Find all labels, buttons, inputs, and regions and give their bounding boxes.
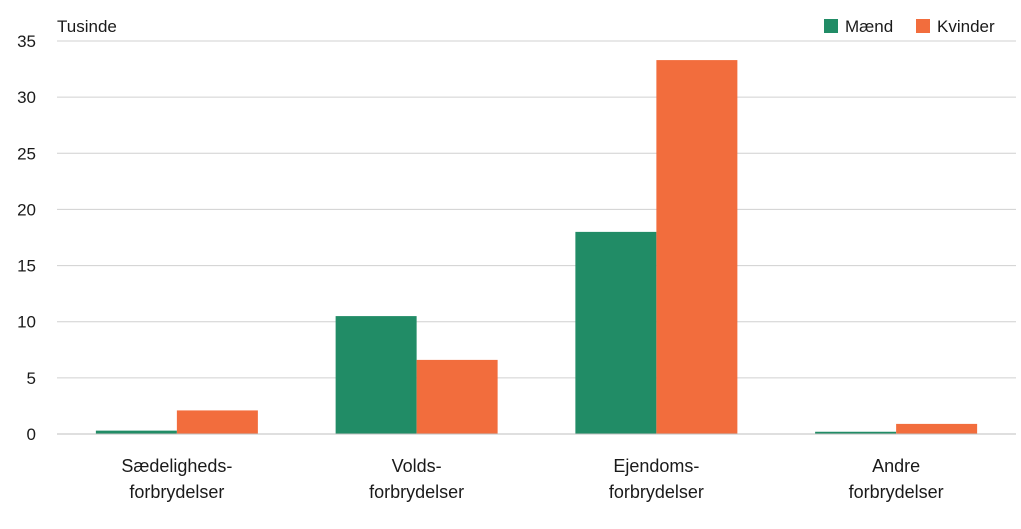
x-category-label: Sædeligheds- [121,456,232,476]
bar-kvinder [416,359,498,434]
x-category-label: Ejendoms- [613,456,699,476]
y-tick-label: 35 [17,32,36,51]
y-tick-label: 0 [27,425,36,444]
y-tick-label: 20 [17,200,36,219]
gridlines [57,40,1016,379]
y-axis-ticks: 0 5 10 15 20 25 30 35 [17,32,36,444]
legend-swatch [916,19,930,33]
legend-swatch [824,19,838,33]
y-unit-label: Tusinde [57,17,117,36]
x-category-label: forbrydelser [129,482,224,502]
y-tick-label: 30 [17,88,36,107]
y-tick-label: 15 [17,257,36,276]
bar-maend [815,431,897,434]
y-tick-label: 10 [17,313,36,332]
bar-maend [95,430,177,434]
x-category-label: forbrydelser [609,482,704,502]
x-category-label: forbrydelser [369,482,464,502]
bars [95,60,978,435]
bar-kvinder [176,410,258,434]
y-tick-label: 5 [27,369,36,388]
bar-maend [575,231,657,434]
y-tick-label: 25 [17,144,36,163]
x-category-label: Andre [872,456,920,476]
x-category-label: forbrydelser [849,482,944,502]
bar-maend [335,316,417,434]
legend-label: Kvinder [937,17,995,36]
bar-kvinder [656,60,738,435]
legend-label: Mænd [845,17,893,36]
bar-kvinder [896,423,978,434]
x-category-label: Volds- [392,456,442,476]
x-axis-categories: Sædeligheds-forbrydelser Volds-forbrydels… [121,456,943,502]
legend: Mænd Kvinder [824,17,995,36]
